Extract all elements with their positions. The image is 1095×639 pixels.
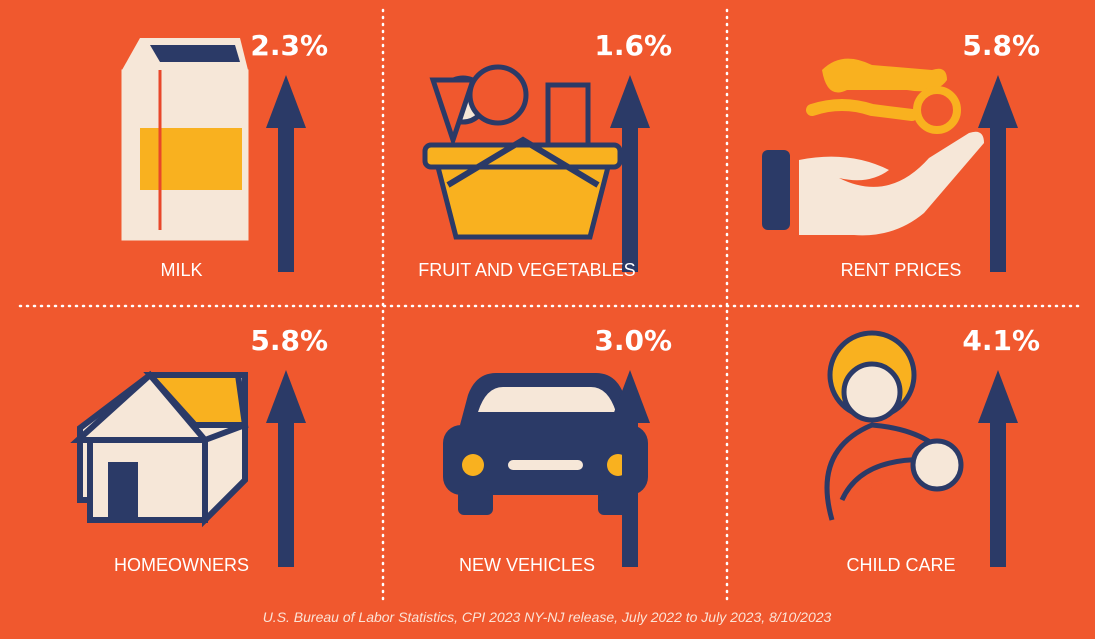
icon-shape	[467, 64, 529, 126]
icon-shape	[434, 164, 612, 240]
icon-shape	[913, 86, 961, 134]
item-label: CHILD CARE	[846, 555, 955, 575]
icon-shape	[478, 387, 616, 412]
icon-shape	[545, 82, 591, 148]
up-arrow-head	[978, 75, 1018, 128]
item: 5.8% RENT PRICES	[762, 29, 1040, 280]
item-label: NEW VEHICLES	[459, 555, 595, 575]
item-value: 5.8%	[250, 324, 328, 357]
icon-shape	[458, 490, 493, 515]
up-arrow-head	[266, 75, 306, 128]
up-arrow-head	[978, 370, 1018, 423]
item-value: 2.3%	[250, 29, 328, 62]
icon-shape	[822, 58, 947, 93]
icon-shape	[910, 438, 964, 492]
item: 2.3% MILK	[121, 29, 328, 280]
item-label: MILK	[160, 260, 202, 280]
icon-shape	[87, 437, 208, 523]
icon-shape	[108, 462, 138, 520]
icon-shape	[462, 454, 484, 476]
item: 5.8% HOMEOWNERS	[70, 324, 328, 575]
item-value: 4.1%	[962, 324, 1040, 357]
icon-shape	[762, 150, 790, 230]
icon-shape	[799, 131, 984, 236]
source-note: U.S. Bureau of Labor Statistics, CPI 202…	[263, 609, 832, 625]
up-arrow-head	[610, 75, 650, 128]
item-icon	[422, 64, 623, 240]
item-icon	[824, 330, 964, 521]
item-value: 5.8%	[962, 29, 1040, 62]
item-label: HOMEOWNERS	[114, 555, 249, 575]
item: 3.0% NEW VEHICLES	[443, 324, 672, 575]
up-arrow-head	[610, 370, 650, 423]
item-icon	[762, 58, 984, 236]
icon-shape	[508, 460, 583, 470]
item-label: FRUIT AND VEGETABLES	[418, 260, 635, 280]
icon-shape	[429, 77, 477, 148]
item-label: RENT PRICES	[841, 260, 962, 280]
dividers	[18, 8, 1082, 602]
icon-shape	[446, 136, 600, 188]
icon-shape	[150, 45, 240, 62]
item-icon	[70, 370, 249, 528]
item: 1.6% FRUIT AND VEGETABLES	[418, 29, 672, 280]
item-icon	[121, 38, 249, 241]
icon-shape	[422, 142, 623, 170]
item-icon	[443, 373, 648, 515]
item-value: 3.0%	[594, 324, 672, 357]
icon-shape	[140, 128, 242, 190]
item: 4.1% CHILD CARE	[824, 324, 1040, 575]
icon-shape	[841, 361, 903, 423]
item-value: 1.6%	[594, 29, 672, 62]
up-arrow-head	[266, 370, 306, 423]
icon-shape	[806, 99, 918, 121]
